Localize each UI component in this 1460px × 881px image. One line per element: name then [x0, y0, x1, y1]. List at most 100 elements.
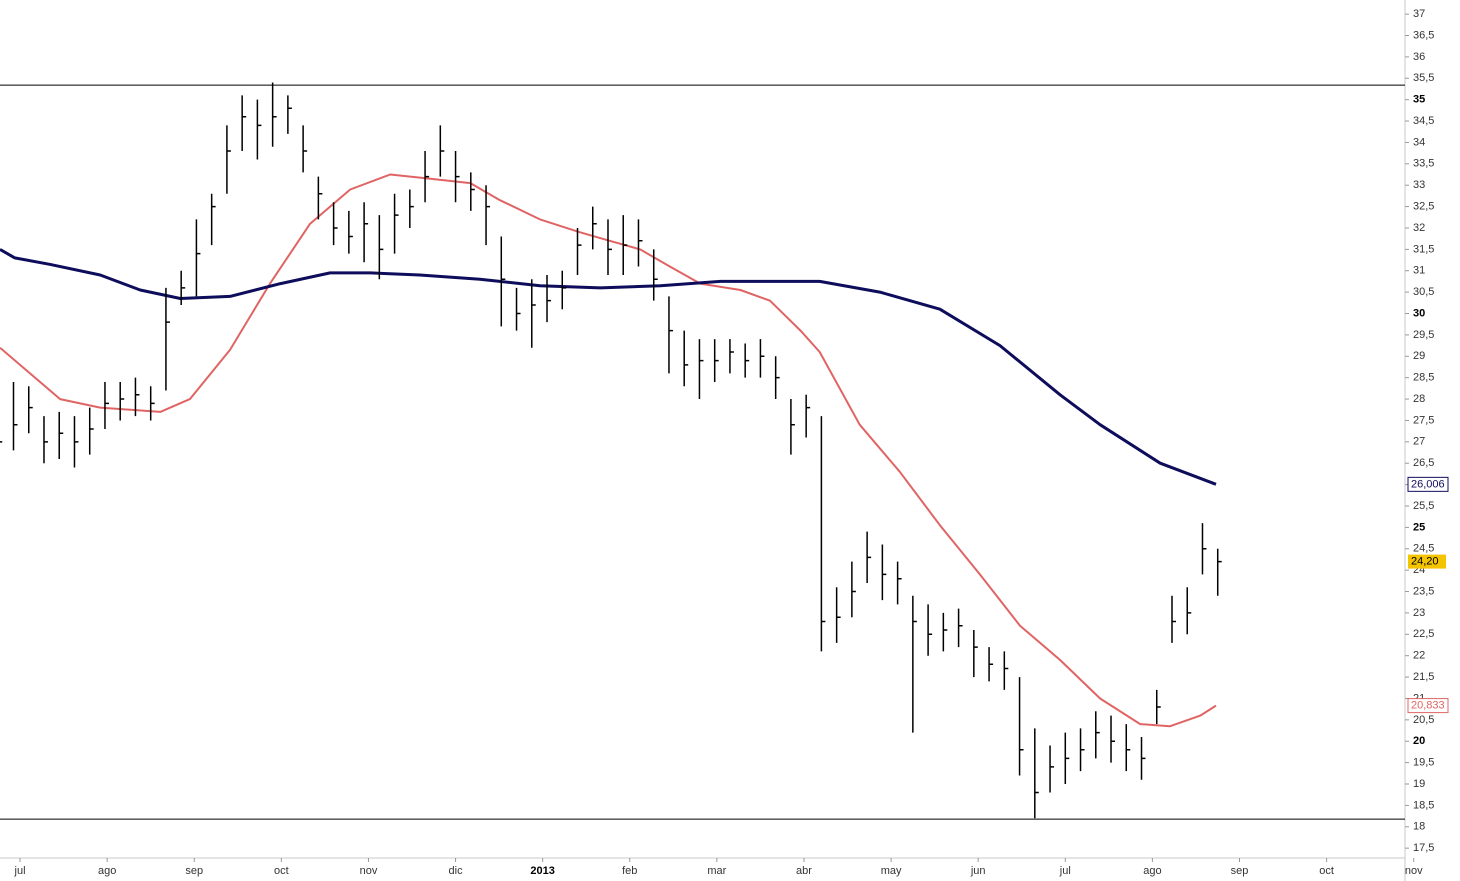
price-bar [683, 330, 689, 387]
price-bar [73, 416, 79, 468]
y-tick-label: 20 [1413, 735, 1425, 747]
price-bar [1171, 595, 1176, 643]
price-bar [256, 99, 262, 160]
x-tick-label: oct [274, 865, 289, 877]
y-tick-label: 36 [1413, 51, 1425, 63]
price-bar [378, 215, 384, 280]
x-tick-label: sep [1231, 865, 1249, 877]
x-tick-label: jul [1059, 865, 1071, 877]
price-bar [698, 339, 704, 400]
price-bar [790, 399, 795, 455]
price-bar [866, 531, 872, 583]
price-bar [591, 206, 597, 250]
x-tick-label: 2013 [530, 865, 554, 877]
price-bar [1079, 728, 1085, 772]
y-tick-label: 17,5 [1413, 842, 1434, 854]
price-bar [805, 394, 811, 438]
y-tick-label: 19,5 [1413, 757, 1434, 769]
price-bar [0, 441, 3, 443]
price-bar [531, 279, 536, 348]
price-bar [271, 82, 277, 147]
price-bar [439, 125, 445, 177]
end-label-box [1407, 476, 1449, 492]
y-tick-label: 27,5 [1413, 414, 1434, 426]
x-tick-label: nov [1405, 865, 1423, 877]
price-bar [88, 407, 94, 455]
price-bar [226, 125, 231, 194]
price-bar [348, 210, 353, 254]
x-tick-label: abr [796, 865, 812, 877]
y-tick-label: 36,5 [1413, 29, 1434, 41]
y-tick-label: 31 [1413, 265, 1425, 277]
x-tick-label: mar [707, 865, 726, 877]
y-tick-label: 29,5 [1413, 329, 1434, 341]
price-bar [58, 411, 64, 459]
price-bar [363, 202, 369, 263]
price-bar [988, 647, 994, 682]
y-tick-label: 37 [1413, 8, 1425, 20]
price-bar [1095, 711, 1100, 759]
price-bar [637, 219, 643, 267]
y-tick-label: 30,5 [1413, 286, 1434, 298]
price-bar [500, 236, 506, 327]
price-bar [409, 189, 414, 228]
price-bar [1018, 677, 1024, 776]
price-bar [622, 215, 628, 276]
x-tick-label: feb [622, 865, 637, 877]
y-tick-label: 23 [1413, 607, 1425, 619]
x-tick-label: may [881, 865, 902, 877]
y-tick-label: 18,5 [1413, 799, 1434, 811]
price-bar [1034, 728, 1039, 819]
y-tick-label: 25 [1413, 521, 1425, 533]
y-tick-label: 22,5 [1413, 628, 1434, 640]
end-label: 26,006 [1411, 478, 1445, 490]
price-bar [835, 587, 841, 643]
price-bar [1064, 732, 1070, 785]
price-bar [1125, 724, 1131, 772]
price-bar [287, 95, 292, 134]
y-tick-label: 30 [1413, 307, 1425, 319]
price-bar [43, 416, 48, 464]
y-tick-label: 20,5 [1413, 714, 1434, 726]
price-bar [957, 608, 963, 648]
price-bar [393, 193, 399, 254]
price-bar [607, 219, 612, 276]
price-bar [652, 249, 658, 301]
price-bar [881, 544, 887, 601]
price-bar [1049, 745, 1055, 793]
y-tick-label: 28,5 [1413, 372, 1434, 384]
price-bar [942, 612, 948, 652]
price-bar [1216, 548, 1222, 596]
price-bar [576, 227, 582, 276]
price-bar [896, 561, 902, 605]
price-bar [180, 270, 186, 305]
x-tick-label: jun [970, 865, 986, 877]
y-tick-label: 22 [1413, 650, 1425, 662]
y-tick-label: 26,5 [1413, 457, 1434, 469]
x-tick-label: jul [14, 865, 26, 877]
price-bar [713, 339, 719, 382]
x-tick-label: oct [1319, 865, 1334, 877]
y-tick-label: 33,5 [1413, 158, 1434, 170]
y-tick-label: 27 [1413, 436, 1425, 448]
price-bar [317, 176, 323, 220]
y-tick-label: 19 [1413, 778, 1425, 790]
price-bar [729, 339, 734, 374]
y-tick-label: 21,5 [1413, 671, 1434, 683]
price-bar [820, 416, 826, 652]
end-label-box [1407, 698, 1449, 714]
y-tick-label: 33 [1413, 179, 1425, 191]
price-bar [1186, 587, 1192, 635]
x-tick-label: sep [185, 865, 203, 877]
price-bar [454, 150, 460, 203]
price-bar [241, 95, 247, 151]
price-bar [759, 339, 765, 378]
price-bar [134, 377, 140, 417]
y-tick-label: 35 [1413, 94, 1425, 106]
last-price-box [1408, 554, 1446, 569]
price-bar [12, 381, 18, 451]
price-bar [668, 296, 673, 374]
price-bar [927, 604, 933, 656]
